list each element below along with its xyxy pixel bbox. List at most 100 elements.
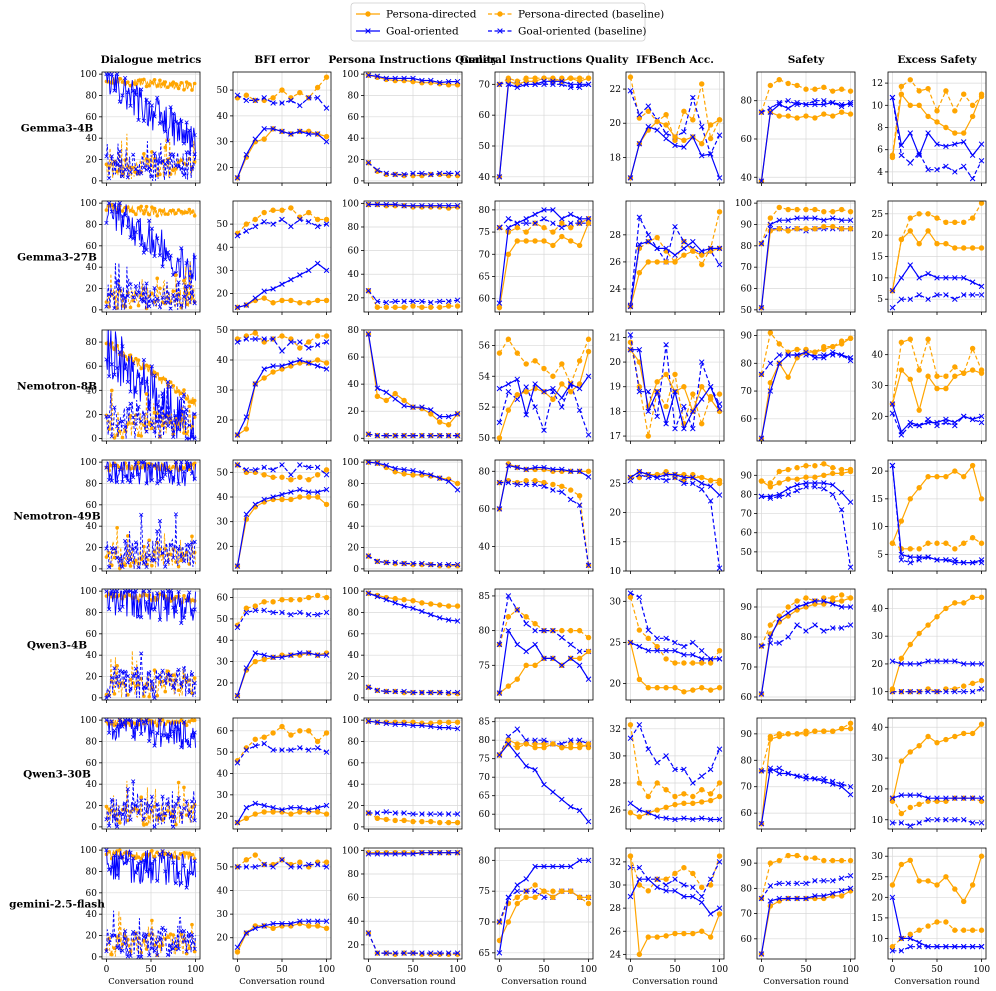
- marker-x-stroke: [436, 79, 443, 86]
- dialogue-point: [142, 211, 146, 216]
- marker-x-stroke: [165, 300, 171, 305]
- data-point-persona: [270, 300, 276, 306]
- marker-x-stroke: [952, 559, 958, 566]
- marker-x-stroke: [305, 360, 312, 366]
- data-point-persona: [898, 655, 905, 662]
- y-tick-label: 52: [479, 403, 490, 413]
- subplot-data: [758, 204, 854, 311]
- data-point-goal: [288, 276, 294, 283]
- dialogue-point: [136, 404, 141, 409]
- y-tick-label: 100: [80, 458, 97, 468]
- data-point-goal_base: [698, 647, 705, 654]
- marker-x-stroke: [123, 213, 128, 218]
- data-point-persona_base: [943, 219, 949, 226]
- marker-x-stroke: [243, 97, 250, 104]
- data-point-goal: [505, 381, 512, 387]
- data-point-goal_base: [969, 688, 976, 695]
- y-tick-label: 0: [91, 177, 97, 187]
- marker-x-stroke: [541, 216, 547, 222]
- dialogue-point: [171, 464, 176, 469]
- marker-x-stroke: [128, 169, 133, 175]
- data-point-goal_base: [681, 238, 687, 245]
- data-point-persona: [654, 684, 660, 691]
- data-point-persona_base: [279, 87, 285, 93]
- dialogue-point: [187, 296, 192, 302]
- marker-x-stroke: [297, 486, 303, 493]
- marker-x-stroke: [139, 87, 144, 92]
- dialogue-point: [176, 688, 181, 693]
- marker-x-stroke: [173, 609, 179, 614]
- marker-x-stroke: [165, 560, 171, 565]
- dialogue-point: [190, 424, 194, 429]
- data-point-goal_base: [663, 635, 669, 642]
- marker-x-stroke: [550, 655, 556, 662]
- marker-x-stroke: [681, 474, 687, 481]
- data-point-persona_base: [898, 83, 905, 90]
- marker-x-stroke: [107, 477, 112, 483]
- marker-x-stroke: [152, 607, 157, 612]
- marker-x-stroke: [681, 643, 687, 650]
- data-point-goal_base: [454, 297, 461, 303]
- marker-x-stroke: [794, 487, 800, 494]
- data-point-persona_base: [776, 341, 782, 347]
- data-point-persona: [978, 370, 985, 376]
- marker-x-stroke: [541, 627, 547, 634]
- marker-x-stroke: [104, 589, 109, 594]
- dialogue-point: [168, 253, 173, 258]
- marker-x-stroke: [136, 374, 141, 379]
- data-point-goal: [514, 376, 521, 383]
- data-point-goal_base: [234, 92, 241, 98]
- data-point-goal: [567, 211, 574, 218]
- data-point-goal: [907, 130, 914, 136]
- data-point-goal: [436, 475, 443, 481]
- dialogue-point: [115, 278, 120, 283]
- data-point-goal_base: [365, 553, 372, 559]
- data-point-goal_base: [585, 562, 592, 569]
- marker-x-stroke: [189, 143, 195, 149]
- data-point-goal: [847, 217, 854, 223]
- dialogue-point: [152, 253, 157, 259]
- data-point-goal_base: [383, 299, 390, 306]
- data-point-goal_base: [297, 216, 303, 223]
- marker-x-stroke: [847, 499, 854, 505]
- marker-x-stroke: [112, 546, 117, 551]
- data-point-goal: [898, 661, 905, 667]
- subplot-data: [365, 460, 461, 569]
- data-point-persona: [636, 676, 643, 683]
- dialogue-point: [133, 540, 138, 545]
- marker-x-stroke: [107, 414, 112, 419]
- data-point-persona: [934, 119, 940, 125]
- data-point-goal_base: [907, 296, 914, 302]
- marker-x-stroke: [323, 138, 330, 145]
- dialogue-point: [104, 220, 109, 226]
- data-point-goal_base: [838, 625, 845, 631]
- marker-x-stroke: [115, 424, 120, 429]
- marker-x-stroke: [125, 379, 130, 385]
- marker-x-stroke: [147, 589, 152, 594]
- data-point-goal: [505, 224, 512, 231]
- y-tick-label: 20: [217, 542, 229, 552]
- data-point-goal: [838, 489, 845, 496]
- marker-x-stroke: [383, 201, 390, 208]
- dialogue-point: [155, 481, 160, 486]
- data-point-goal: [314, 260, 321, 267]
- dialogue-point: [147, 212, 152, 217]
- data-point-persona_base: [961, 683, 967, 689]
- data-point-persona: [943, 385, 949, 392]
- data-point-persona_base: [279, 596, 285, 603]
- dialogue-point: [182, 466, 186, 470]
- marker-x-stroke: [179, 554, 184, 560]
- marker-x-stroke: [187, 423, 192, 428]
- data-point-persona: [288, 297, 294, 304]
- dialogue-point: [158, 78, 162, 83]
- marker-x-stroke: [133, 92, 138, 97]
- marker-x-stroke: [716, 406, 723, 412]
- marker-x-stroke: [838, 217, 845, 223]
- marker-x-stroke: [952, 169, 958, 175]
- subplot-data: [234, 462, 330, 569]
- marker-x-stroke: [125, 406, 130, 411]
- marker-x-stroke: [152, 114, 157, 119]
